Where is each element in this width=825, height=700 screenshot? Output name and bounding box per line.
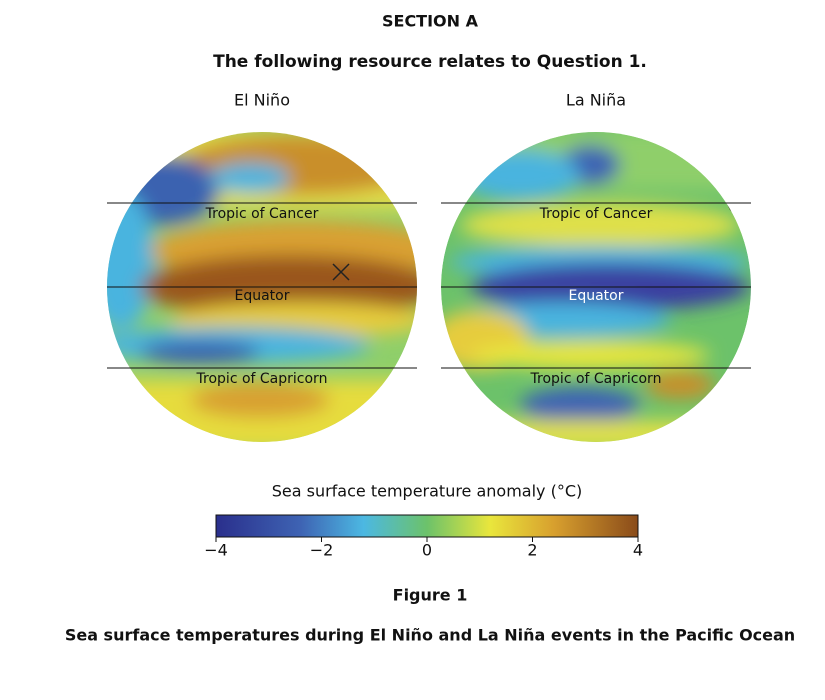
latitude-label: Tropic of Cancer	[205, 206, 319, 222]
map-title: La Niña	[566, 91, 626, 110]
tick-label: 2	[527, 541, 537, 560]
section-title: SECTION A	[382, 12, 479, 31]
latitude-label: Tropic of Cancer	[539, 206, 653, 222]
latitude-label: Equator	[235, 288, 290, 304]
map-title: El Niño	[234, 91, 290, 110]
latitude-lines	[107, 202, 751, 369]
latitude-label: Equator	[569, 288, 624, 304]
tick-label: −4	[204, 541, 228, 560]
figure-label: Figure 1	[393, 586, 468, 605]
latitude-label: Tropic of Capricorn	[196, 371, 328, 387]
colorbar	[215, 514, 639, 538]
latitude-label: Tropic of Capricorn	[530, 371, 662, 387]
colorbar-ticks: −4 −2 0 2 4	[204, 537, 643, 560]
figure-caption: Sea surface temperatures during El Niño …	[65, 626, 795, 645]
tick-label: 4	[633, 541, 643, 560]
intro: The following resource relates to Questi…	[213, 52, 647, 72]
location-marker	[332, 263, 350, 281]
colorbar-title: Sea surface temperature anomaly (°C)	[272, 482, 583, 501]
tick-label: 0	[422, 541, 432, 560]
tick-label: −2	[310, 541, 334, 560]
